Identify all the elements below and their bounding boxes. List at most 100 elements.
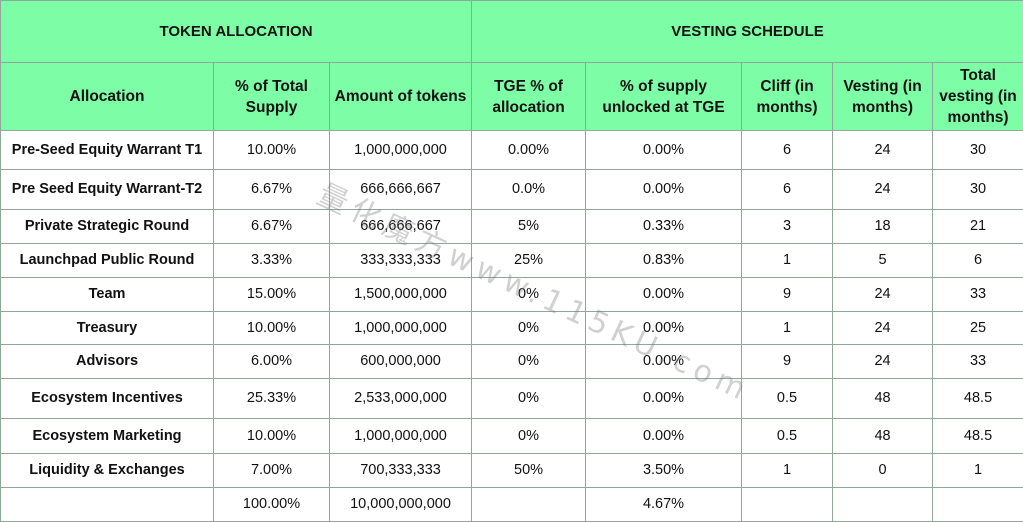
cell-pct-total: 10.00% [213,418,330,454]
cell-amount: 2,533,000,000 [328,378,473,419]
cell-unlocked: 0.33% [585,209,743,244]
cell-amount: 666,666,667 [328,169,473,210]
header-total-vesting: Total vesting (in months) [932,62,1023,131]
cell-tge-pct: 0% [471,378,587,419]
cell-cliff: 3 [741,209,834,244]
cell-pct-total: 3.33% [213,243,330,278]
cell-tge-pct: 0% [471,418,587,454]
cell-allocation: Liquidity & Exchanges [0,453,214,488]
section-vesting-schedule: VESTING SCHEDULE [471,0,1023,63]
table-row: Launchpad Public Round 3.33% 333,333,333 25… [0,243,1023,278]
cell-cliff: 1 [741,311,834,345]
cell-allocation: Team [0,277,214,312]
table-row: Ecosystem Incentives 25.33% 2,533,000,000 0… [0,378,1023,419]
cell-pct-total: 25.33% [213,378,330,419]
cell-vesting: 48 [832,418,934,454]
cell-total-vesting: 48.5 [932,418,1023,454]
cell-total-vesting: 30 [932,169,1023,210]
table-row: Ecosystem Marketing 10.00% 1,000,000,000 0%… [0,418,1023,454]
cell-pct-total: 15.00% [213,277,330,312]
table-row: Pre Seed Equity Warrant-T2 6.67% 666,666,6… [0,169,1023,210]
cell-cliff: 0.5 [741,378,834,419]
cell-amount: 600,000,000 [328,344,473,379]
cell-total-vesting: 33 [932,344,1023,379]
cell-cliff: 6 [741,169,834,210]
totals-row: 100.00% 10,000,000,000 4.67% [0,487,1023,522]
total-tge-pct [471,487,587,522]
cell-vesting: 24 [832,130,934,170]
cell-cliff: 6 [741,130,834,170]
cell-amount: 1,000,000,000 [328,311,473,345]
table-row: Pre-Seed Equity Warrant T1 10.00% 1,000,00… [0,130,1023,170]
cell-allocation: Ecosystem Incentives [0,378,214,419]
cell-tge-pct: 25% [471,243,587,278]
total-unlocked: 4.67% [585,487,743,522]
cell-tge-pct: 0% [471,277,587,312]
cell-total-vesting: 25 [932,311,1023,345]
cell-amount: 1,000,000,000 [328,418,473,454]
cell-pct-total: 6.00% [213,344,330,379]
cell-total-vesting: 21 [932,209,1023,244]
cell-unlocked: 0.00% [585,277,743,312]
cell-allocation: Pre-Seed Equity Warrant T1 [0,130,214,170]
cell-total-vesting: 30 [932,130,1023,170]
cell-tge-pct: 0% [471,344,587,379]
total-pct-supply: 100.00% [213,487,330,522]
cell-total-vesting: 48.5 [932,378,1023,419]
cell-pct-total: 10.00% [213,311,330,345]
cell-unlocked: 0.00% [585,311,743,345]
cell-amount: 333,333,333 [328,243,473,278]
cell-pct-total: 6.67% [213,169,330,210]
cell-total-vesting: 6 [932,243,1023,278]
cell-amount: 1,500,000,000 [328,277,473,312]
total-vesting [832,487,934,522]
header-pct-total-supply: % of Total Supply [213,62,330,131]
cell-cliff: 1 [741,453,834,488]
header-amount-tokens: Amount of tokens [328,62,473,131]
cell-amount: 666,666,667 [328,209,473,244]
cell-allocation: Launchpad Public Round [0,243,214,278]
cell-cliff: 9 [741,277,834,312]
cell-unlocked: 0.00% [585,169,743,210]
table-row: Team 15.00% 1,500,000,000 0% 0.00% 9 24 33 [0,277,1023,312]
cell-unlocked: 0.00% [585,130,743,170]
cell-vesting: 24 [832,277,934,312]
cell-tge-pct: 0% [471,311,587,345]
cell-tge-pct: 50% [471,453,587,488]
total-total-vesting [932,487,1023,522]
cell-unlocked: 0.00% [585,344,743,379]
total-amount: 10,000,000,000 [328,487,473,522]
cell-unlocked: 0.00% [585,418,743,454]
cell-pct-total: 6.67% [213,209,330,244]
cell-allocation: Treasury [0,311,214,345]
cell-tge-pct: 5% [471,209,587,244]
cell-total-vesting: 1 [932,453,1023,488]
cell-total-vesting: 33 [932,277,1023,312]
cell-unlocked: 0.83% [585,243,743,278]
cell-vesting: 24 [832,169,934,210]
cell-allocation: Pre Seed Equity Warrant-T2 [0,169,214,210]
cell-vesting: 5 [832,243,934,278]
cell-unlocked: 3.50% [585,453,743,488]
table-row: Liquidity & Exchanges 7.00% 700,333,333 50%… [0,453,1023,488]
cell-pct-total: 7.00% [213,453,330,488]
cell-pct-total: 10.00% [213,130,330,170]
cell-allocation: Private Strategic Round [0,209,214,244]
cell-allocation: Advisors [0,344,214,379]
table-row: Advisors 6.00% 600,000,000 0% 0.00% 9 24 33 [0,344,1023,379]
totals-label [0,487,214,522]
cell-amount: 700,333,333 [328,453,473,488]
cell-amount: 1,000,000,000 [328,130,473,170]
total-cliff [741,487,834,522]
cell-allocation: Ecosystem Marketing [0,418,214,454]
table-row: Private Strategic Round 6.67% 666,666,667 5… [0,209,1023,244]
cell-unlocked: 0.00% [585,378,743,419]
header-vesting: Vesting (in months) [832,62,934,131]
header-tge-pct: TGE % of allocation [471,62,587,131]
cell-cliff: 1 [741,243,834,278]
cell-tge-pct: 0.00% [471,130,587,170]
cell-vesting: 24 [832,311,934,345]
cell-tge-pct: 0.0% [471,169,587,210]
cell-cliff: 0.5 [741,418,834,454]
